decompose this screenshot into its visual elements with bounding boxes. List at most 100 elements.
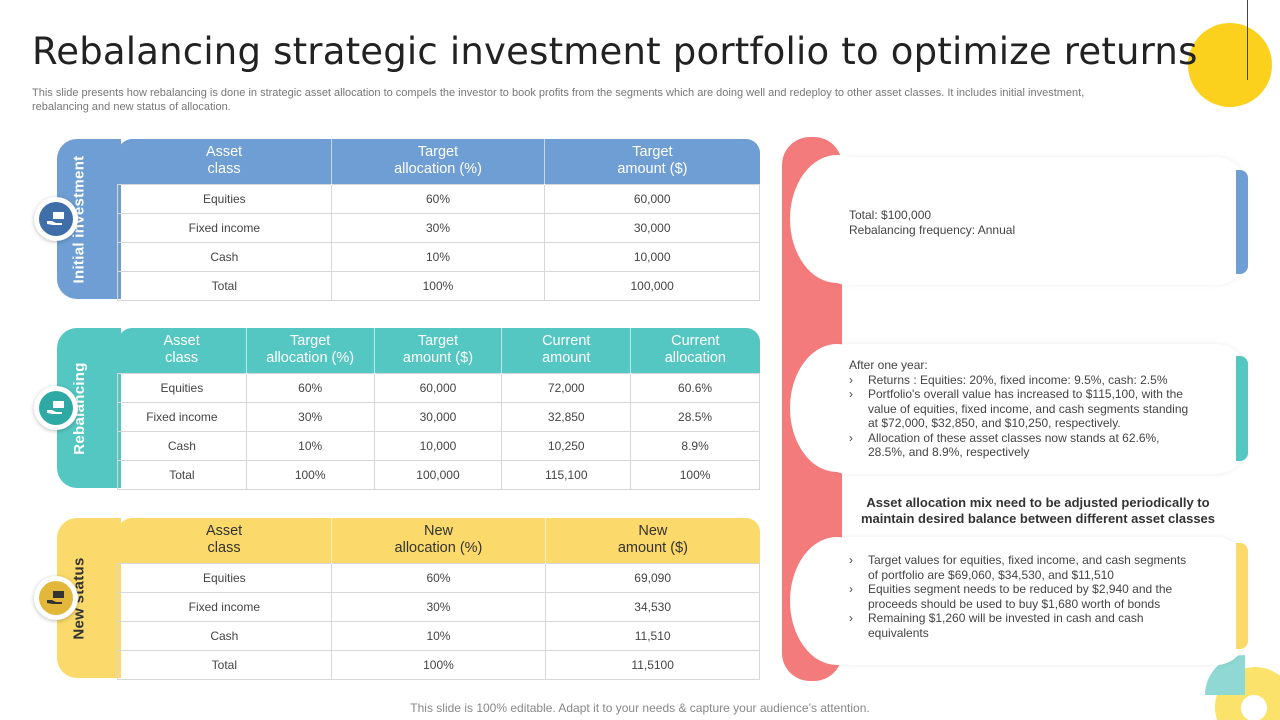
page-title: Rebalancing strategic investment portfol… [32, 30, 1198, 73]
column-header: Current amount [501, 328, 632, 373]
table-cell: 11,5100 [545, 649, 760, 680]
column-header: Asset class [117, 518, 332, 563]
table-cell: 100,000 [544, 270, 760, 301]
table-cell: Equities [117, 562, 332, 593]
list-item: Remaining $1,260 will be invested in cas… [849, 611, 1189, 640]
table-cell: Total [117, 649, 332, 680]
table-cell: 100% [330, 649, 547, 680]
column-header: Current allocation [630, 328, 760, 373]
table-cell: 32,850 [501, 401, 632, 432]
table-row: Total 100% 11,5100 [117, 649, 760, 680]
table-cell: 60.6% [630, 372, 760, 403]
table-cell: 34,530 [545, 591, 760, 622]
table-cell: Fixed income [117, 401, 247, 432]
table-cell: 8.9% [630, 430, 760, 461]
table-cell: Cash [117, 430, 247, 461]
decorative-circle [1188, 23, 1272, 107]
table-cell: 10% [245, 430, 375, 461]
table-cell: 115,100 [501, 459, 632, 490]
list-item: Equities segment needs to be reduced by … [849, 582, 1189, 611]
table-cell: 60% [330, 562, 547, 593]
column-header: New allocation (%) [331, 518, 547, 563]
section-icon-badge [34, 576, 78, 620]
table-row: Fixed income 30% 34,530 [117, 591, 760, 622]
table-cell: 60,000 [544, 183, 760, 214]
column-header: Target allocation (%) [246, 328, 375, 373]
table-cell: 10% [330, 241, 546, 272]
footer-note: This slide is 100% editable. Adapt it to… [410, 701, 870, 715]
new-status-table: Asset class New allocation (%) New amount … [117, 518, 760, 680]
table-cell: 30% [330, 591, 547, 622]
card-notch [790, 155, 884, 283]
table-header-row: Asset class Target allocation (%) Target a… [117, 328, 760, 373]
table-row: Total 100% 100,000 [117, 270, 760, 301]
table-row: Total 100% 100,000 115,100 100% [117, 459, 760, 490]
card-rebalancing-text: After one year: Returns : Equities: 20%,… [849, 358, 1199, 460]
table-cell: 60% [330, 183, 546, 214]
column-header: Target amount ($) [374, 328, 503, 373]
table-cell: 10,000 [544, 241, 760, 272]
table-cell: 100% [630, 459, 760, 490]
page-subtitle: This slide presents how rebalancing is d… [32, 87, 1085, 113]
table-cell: 72,000 [501, 372, 632, 403]
table-cell: Fixed income [117, 212, 332, 243]
table-cell: Equities [117, 372, 247, 403]
table-row: Cash 10% 11,510 [117, 620, 760, 651]
bullet-list: Target values for equities, fixed income… [849, 553, 1189, 640]
table-row: Fixed income 30% 30,000 [117, 212, 760, 243]
table-cell: 10% [330, 620, 547, 651]
mid-heading: Asset allocation mix need to be adjusted… [860, 495, 1216, 526]
table-cell: Cash [117, 241, 332, 272]
table-cell: 10,250 [501, 430, 632, 461]
table-cell: 60% [245, 372, 375, 403]
table-row: Cash 10% 10,000 [117, 241, 760, 272]
money-hand-icon [47, 212, 64, 225]
table-row: Equities 60% 60,000 [117, 183, 760, 214]
rebalancing-table: Asset class Target allocation (%) Target a… [117, 328, 760, 490]
table-header-row: Asset class Target allocation (%) Target a… [117, 139, 760, 184]
column-header: Target allocation (%) [331, 139, 546, 184]
card-accent [1236, 170, 1248, 274]
table-cell: Fixed income [117, 591, 332, 622]
list-item: Returns : Equities: 20%, fixed income: 9… [849, 373, 1199, 388]
table-cell: 30,000 [544, 212, 760, 243]
table-cell: 11,510 [545, 620, 760, 651]
bullet-list: Returns : Equities: 20%, fixed income: 9… [849, 373, 1199, 460]
section-icon-badge [34, 386, 78, 430]
column-header: Asset class [117, 139, 332, 184]
list-item: Target values for equities, fixed income… [849, 553, 1189, 582]
initial-investment-table: Asset class Target allocation (%) Target a… [117, 139, 760, 301]
table-row: Equities 60% 69,090 [117, 562, 760, 593]
card-initial [818, 157, 1246, 285]
card-new-status-text: Target values for equities, fixed income… [849, 553, 1189, 640]
table-cell: 69,090 [545, 562, 760, 593]
column-header: Asset class [117, 328, 247, 373]
table-cell: 100,000 [373, 459, 503, 490]
table-cell: 10,000 [373, 430, 503, 461]
table-row: Equities 60% 60,000 72,000 60.6% [117, 372, 760, 403]
table-cell: Cash [117, 620, 332, 651]
table-cell: 30% [330, 212, 546, 243]
decorative-line [1247, 0, 1248, 80]
table-cell: 100% [330, 270, 546, 301]
column-header: Target amount ($) [544, 139, 760, 184]
table-cell: 28.5% [630, 401, 760, 432]
list-item: Allocation of these asset classes now st… [849, 431, 1199, 460]
table-cell: Equities [117, 183, 332, 214]
column-header: New amount ($) [545, 518, 760, 563]
card-accent [1236, 356, 1248, 461]
table-row: Cash 10% 10,000 10,250 8.9% [117, 430, 760, 461]
table-row: Fixed income 30% 30,000 32,850 28.5% [117, 401, 760, 432]
table-cell: Total [117, 459, 247, 490]
card-initial-text: Total: $100,000 Rebalancing frequency: A… [849, 208, 1016, 237]
table-header-row: Asset class New allocation (%) New amount … [117, 518, 760, 563]
money-hand-icon [47, 591, 64, 604]
table-cell: Total [117, 270, 332, 301]
table-cell: 100% [245, 459, 375, 490]
section-icon-badge [34, 197, 78, 241]
table-cell: 30,000 [373, 401, 503, 432]
table-cell: 30% [245, 401, 375, 432]
card-accent [1236, 543, 1248, 649]
table-cell: 60,000 [373, 372, 503, 403]
money-hand-icon [47, 401, 64, 414]
